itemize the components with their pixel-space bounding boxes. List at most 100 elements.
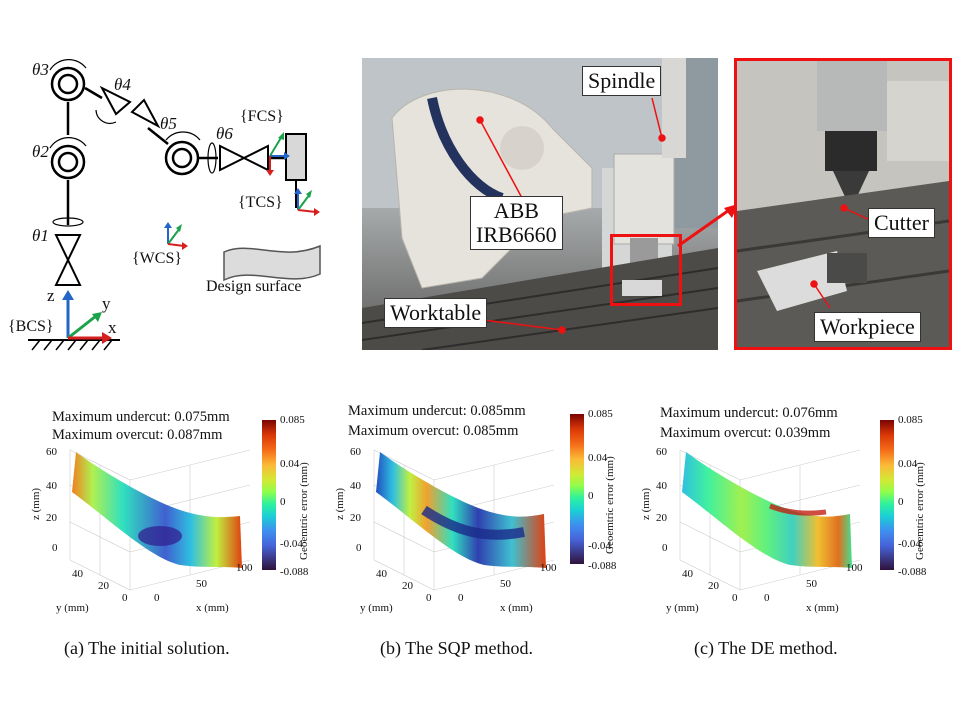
plot-a-caption: (a) The initial solution. <box>64 638 230 658</box>
plot-b-cbar-title: Geoemtric error (mm) <box>604 456 616 554</box>
plot-a-colorbar <box>262 420 276 570</box>
plot-b-y-tick: 40 <box>376 568 387 580</box>
plot-b-y-tick: 20 <box>402 580 413 592</box>
plot-a-z-tick: 60 <box>46 446 57 458</box>
plot-b-undercut: Maximum undercut: 0.085mm <box>348 403 526 419</box>
plot-a-z-tick: 20 <box>46 512 57 524</box>
plot-c-overcut: Maximum overcut: 0.039mm <box>660 425 831 441</box>
design-surface-shape <box>223 244 321 282</box>
frame-label-tcs: {TCS} <box>238 194 283 211</box>
joint-2-symbol <box>50 144 86 180</box>
plot-a-y-tick: 0 <box>122 592 128 604</box>
plot-b-cbar-tick: 0 <box>588 490 594 502</box>
plot-a-cbar-tick: -0.088 <box>280 566 309 578</box>
joint-label-theta2: θ2 <box>32 142 49 161</box>
plot-b-cbar-tick: 0.085 <box>588 408 613 420</box>
plot-a-y-tick: 20 <box>98 580 109 592</box>
plot-a-x-tick: 100 <box>236 562 253 574</box>
axis-label-y: y <box>102 294 111 313</box>
joint-label-theta1: θ1 <box>32 226 49 245</box>
plot-b-caption: (b) The SQP method. <box>380 638 533 658</box>
plot-a-z-label: z (mm) <box>30 487 42 520</box>
joint-label-theta5: θ5 <box>160 114 177 133</box>
plot-b-cbar-tick: 0.04 <box>588 452 608 464</box>
plot-c-cbar-tick: -0.04 <box>898 538 921 550</box>
joint-5-symbol <box>164 140 200 176</box>
joint-3-symbol <box>50 66 86 102</box>
plot-a-overcut: Maximum overcut: 0.087mm <box>52 427 223 443</box>
tcs-frame-axes <box>294 188 320 216</box>
plot-c-x-label: x (mm) <box>806 602 839 614</box>
plot-c-z-label: z (mm) <box>640 487 652 520</box>
plot-b-cbar-tick: -0.04 <box>588 540 611 552</box>
robot-model-line1: ABB <box>493 198 539 223</box>
plot-c-y-tick: 0 <box>732 592 738 604</box>
plot-b-overcut: Maximum overcut: 0.085mm <box>348 423 519 439</box>
plot-b-z-tick: 0 <box>356 542 362 554</box>
plot-b-x-label: x (mm) <box>500 602 533 614</box>
plot-c-x-tick: 0 <box>764 592 770 604</box>
bcs-frame-axes <box>62 290 112 344</box>
joint-label-theta6: θ6 <box>216 124 233 143</box>
plot-c-cbar-tick: 0.085 <box>898 414 923 426</box>
plot-b-z-tick: 20 <box>350 512 361 524</box>
plot-c-cbar-tick: -0.088 <box>898 566 927 578</box>
plot-c-y-tick: 20 <box>708 580 719 592</box>
fcs-frame-axes <box>266 132 290 176</box>
plot-b-z-label: z (mm) <box>334 487 346 520</box>
robot-kinematic-diagram <box>28 59 321 351</box>
plot-c-cbar-tick: 0.04 <box>898 458 918 470</box>
ground-base <box>28 339 120 351</box>
spindle-label: Spindle <box>582 66 662 96</box>
plot-c-z-tick: 60 <box>656 446 667 458</box>
robot-model-line2: IRB6660 <box>476 222 557 247</box>
plot-b-surface <box>373 449 555 591</box>
plot-a-x-tick: 0 <box>154 592 160 604</box>
wcs-frame-axes <box>164 222 188 250</box>
plot-b-surface-patch <box>376 452 546 568</box>
frame-label-wcs: {WCS} <box>132 250 183 267</box>
plot-c-colorbar <box>880 420 894 570</box>
closeup-photo <box>734 58 952 350</box>
joint-6-symbol <box>219 144 269 172</box>
workpiece-label: Workpiece <box>814 312 921 342</box>
axis-label-x: x <box>108 318 117 337</box>
plot-c-z-tick: 20 <box>656 512 667 524</box>
joint-4-symbol <box>99 85 161 129</box>
plot-b-y-tick: 0 <box>426 592 432 604</box>
plot-a-surface-patch <box>72 452 242 568</box>
plot-c-y-label: y (mm) <box>666 602 699 614</box>
plot-c-caption: (c) The DE method. <box>694 638 838 658</box>
plot-a-z-tick: 40 <box>46 480 57 492</box>
plot-b-z-tick: 40 <box>350 480 361 492</box>
plot-a-x-tick: 50 <box>196 578 207 590</box>
plot-b-x-tick: 100 <box>540 562 557 574</box>
plot-b-cbar-tick: -0.088 <box>588 560 617 572</box>
joint-1-symbol <box>54 234 82 286</box>
plot-c-z-tick: 40 <box>656 480 667 492</box>
plot-c-surface-patch <box>682 452 852 568</box>
plot-a-cbar-tick: 0 <box>280 496 286 508</box>
plot-b-z-tick: 60 <box>350 446 361 458</box>
plot-b-y-label: y (mm) <box>360 602 393 614</box>
plot-c-cbar-title: Geoemtric error (mm) <box>914 462 926 560</box>
plot-a-x-label: x (mm) <box>196 602 229 614</box>
plot-c-z-tick: 0 <box>662 542 668 554</box>
plot-a-z-tick: 0 <box>52 542 58 554</box>
joint-label-theta4: θ4 <box>114 75 131 94</box>
plot-c-x-tick: 50 <box>806 578 817 590</box>
plot-c-undercut: Maximum undercut: 0.076mm <box>660 405 838 421</box>
design-surface-label: Design surface <box>206 278 302 295</box>
plot-c-surface <box>679 449 861 591</box>
worktable-label: Worktable <box>384 298 488 328</box>
zoom-highlight-box <box>610 234 682 306</box>
plot-a-cbar-tick: 0.04 <box>280 458 300 470</box>
plot-a-surface <box>69 449 251 591</box>
plot-c-y-tick: 40 <box>682 568 693 580</box>
robot-model-label: ABB IRB6660 <box>470 196 563 250</box>
axis-label-z: z <box>47 286 55 305</box>
plot-b-x-tick: 0 <box>458 592 464 604</box>
plot-b-x-tick: 50 <box>500 578 511 590</box>
plot-c-x-tick: 100 <box>846 562 863 574</box>
spindle-box <box>285 133 307 181</box>
